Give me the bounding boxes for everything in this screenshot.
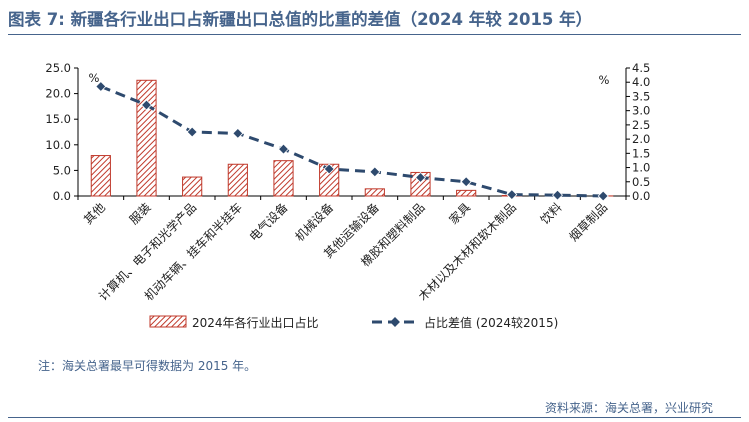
- chart-canvas: 0.05.010.015.020.025.00.00.51.01.52.02.5…: [45, 61, 650, 330]
- right-axis-tick-label: 2.0: [632, 132, 650, 146]
- left-axis-tick-label: 15.0: [45, 112, 71, 126]
- left-axis-unit: %: [89, 71, 100, 85]
- diff-line: [100, 85, 604, 198]
- bar: [273, 160, 294, 197]
- legend-bar-label: 2024年各行业出口占比: [192, 315, 319, 330]
- chart-source: 资料来源：海关总署，兴业研究: [544, 401, 713, 415]
- bar: [227, 163, 248, 197]
- right-axis-tick-label: 4.5: [632, 61, 650, 75]
- left-axis-tick-label: 20.0: [45, 87, 71, 101]
- category-label: 电气设备: [246, 200, 291, 245]
- bar: [136, 79, 157, 197]
- category-label: 机械设备: [292, 200, 337, 245]
- right-axis-tick-label: 3.5: [632, 89, 650, 103]
- left-axis-tick-label: 5.0: [53, 163, 71, 177]
- right-axis-tick-label: 0.5: [632, 175, 650, 189]
- category-label: 其他: [81, 200, 108, 227]
- line-point: [414, 171, 427, 184]
- right-axis-tick-label: 4.0: [632, 75, 650, 89]
- category-label: 服装: [127, 200, 154, 227]
- chart-note: 注：海关总署最早可得数据为 2015 年。: [38, 359, 257, 373]
- right-axis-tick-label: 0.0: [632, 189, 650, 203]
- right-axis-tick-label: 2.5: [632, 118, 650, 132]
- line-point: [95, 80, 107, 93]
- title-divider: [8, 34, 741, 35]
- bar: [182, 176, 203, 197]
- line-point: [460, 176, 472, 188]
- category-label: 烟草制品: [566, 200, 610, 244]
- line-point: [597, 190, 609, 202]
- line-point: [551, 189, 564, 201]
- line-point: [277, 143, 290, 155]
- line-point: [369, 166, 381, 178]
- bar: [456, 189, 477, 197]
- line-point: [323, 163, 335, 175]
- bar: [364, 188, 385, 197]
- line-point: [140, 99, 153, 111]
- chart-title: 图表 7: 新疆各行业出口占新疆出口总值的比重的差值（2024 年较 2015 …: [8, 10, 593, 29]
- legend-line-label: 占比差值 (2024较2015): [424, 315, 558, 330]
- right-axis-unit: %: [599, 73, 610, 87]
- legend-bar-swatch: [149, 315, 187, 328]
- line-point: [232, 127, 244, 139]
- legend-line-marker: [390, 317, 400, 327]
- category-label: 家具: [446, 200, 474, 228]
- right-axis-tick-label: 1.0: [632, 161, 650, 175]
- left-axis-tick-label: 25.0: [45, 61, 71, 75]
- bottom-divider: [8, 417, 741, 418]
- left-axis-tick-label: 0.0: [53, 189, 71, 203]
- left-axis-tick-label: 10.0: [45, 138, 71, 152]
- line-point: [506, 189, 518, 201]
- bar: [90, 155, 111, 197]
- right-axis-tick-label: 1.5: [632, 146, 650, 160]
- right-axis-tick-label: 3.0: [632, 104, 650, 118]
- category-label: 饮料: [538, 200, 565, 227]
- line-point: [186, 126, 198, 138]
